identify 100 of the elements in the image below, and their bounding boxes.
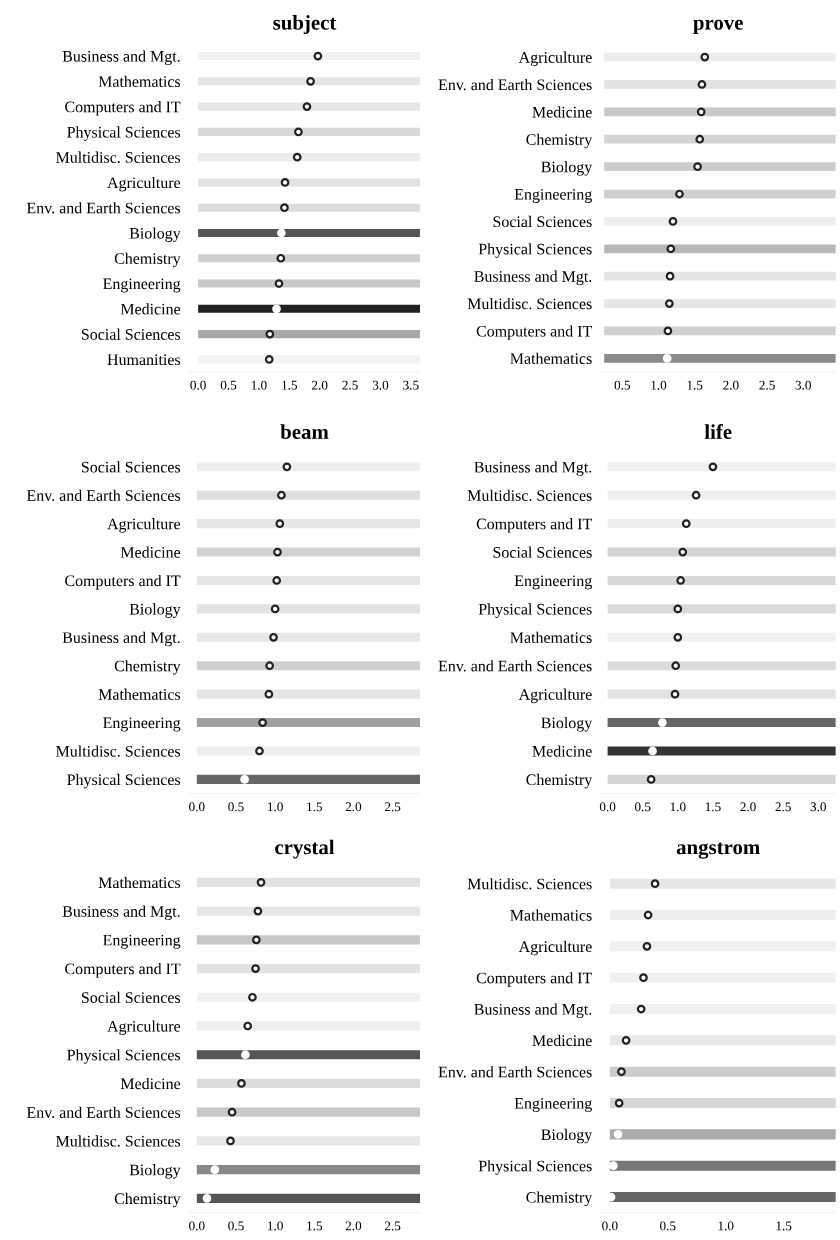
y-tick-label: Chemistry (114, 660, 181, 675)
x-tick-label: 1.0 (268, 802, 283, 812)
x-tick-label: 1.5 (705, 802, 721, 812)
x-tick-label: 1.5 (687, 380, 703, 390)
y-tick-label: Business and Mgt. (474, 461, 592, 476)
y-tick-label: Multidisc. Sciences (56, 151, 181, 163)
y-tick-label: Env. and Earth Sciences (438, 78, 592, 91)
x-tick-label: 0.0 (189, 802, 205, 812)
y-tick-label: Business and Mgt. (62, 631, 180, 647)
y-tick-label: Engineering (103, 278, 181, 293)
y-tick-label: Medicine (120, 303, 181, 315)
x-tick-label: 2.5 (384, 1221, 401, 1231)
y-tick-label: Physical Sciences (67, 773, 181, 789)
y-tick-label: Multidisc. Sciences (467, 878, 592, 890)
y-tick-label: Computers and IT (65, 963, 181, 978)
y-tick-label: Mathematics (510, 352, 592, 365)
x-tick-label: 2.0 (345, 802, 362, 812)
x-tick-label: 0.0 (189, 1221, 205, 1231)
y-tick-label: Mathematics (98, 688, 181, 700)
y-tick-label: Social Sciences (81, 461, 181, 473)
y-tick-label: Biology (541, 161, 593, 176)
y-tick-label: Computers and IT (476, 972, 592, 987)
chart-title: crystal (275, 839, 335, 859)
chart-title: prove (693, 19, 743, 34)
y-tick-label: Agriculture (518, 688, 592, 704)
x-tick-label: 2.5 (342, 380, 358, 390)
x-tick-label: 2.5 (775, 802, 791, 812)
y-tick-label: Physical Sciences (478, 243, 592, 258)
x-tick-label: 2.0 (723, 380, 739, 390)
y-tick-label: Business and Mgt. (474, 270, 592, 286)
x-tick-label: 2.0 (740, 802, 756, 812)
y-tick-label: Multidisc. Sciences (467, 489, 592, 501)
y-tick-label: Biology (541, 717, 593, 732)
x-tick-label: 1.5 (307, 1221, 323, 1231)
y-tick-label: Env. and Earth Sciences (26, 202, 181, 214)
x-tick-label: 1.0 (651, 380, 667, 390)
chart-title: beam (280, 424, 329, 439)
y-tick-label: Mathematics (510, 909, 592, 921)
y-tick-label: Medicine (532, 1034, 592, 1047)
chart-title: life (704, 424, 732, 439)
y-tick-label: Engineering (103, 934, 181, 949)
x-tick-label: 3.0 (810, 802, 826, 812)
y-tick-label: Chemistry (114, 1192, 181, 1208)
y-tick-label: Chemistry (114, 252, 181, 268)
y-tick-label: Physical Sciences (67, 1049, 181, 1064)
y-tick-label: Physical Sciences (478, 603, 592, 618)
y-tick-label: Engineering (514, 575, 592, 590)
y-tick-label: Mathematics (98, 876, 181, 889)
y-tick-label: Social Sciences (81, 991, 181, 1003)
y-tick-label: Chemistry (526, 773, 593, 789)
x-tick-label: 0.0 (190, 380, 206, 390)
y-tick-label: Agriculture (107, 176, 181, 192)
y-tick-label: Engineering (514, 1097, 592, 1112)
y-tick-label: Biology (129, 1164, 181, 1179)
x-tick-label: 3.5 (403, 380, 419, 390)
chart-title: subject (273, 15, 337, 34)
y-tick-label: Multidisc. Sciences (467, 298, 592, 310)
y-tick-label: Humanities (107, 354, 181, 366)
y-tick-label: Mathematics (98, 75, 181, 88)
x-tick-label: 0.0 (599, 802, 616, 812)
x-tick-label: 0.5 (660, 1221, 676, 1231)
y-tick-label: Agriculture (107, 518, 181, 533)
y-tick-label: Engineering (514, 188, 592, 203)
y-tick-label: Computers and IT (65, 574, 181, 590)
x-tick-label: 1.0 (268, 1221, 283, 1231)
y-tick-label: Medicine (120, 1077, 181, 1090)
y-tick-label: Env. and Earth Sciences (438, 1066, 592, 1078)
y-tick-label: Chemistry (526, 133, 593, 149)
y-tick-label: Business and Mgt. (62, 905, 180, 921)
y-tick-label: Social Sciences (81, 328, 181, 340)
x-tick-label: 2.0 (312, 380, 328, 390)
y-tick-label: Computers and IT (476, 325, 592, 340)
y-tick-label: Medicine (532, 106, 592, 118)
x-tick-label: 0.5 (228, 802, 244, 812)
y-tick-label: Multidisc. Sciences (56, 1135, 181, 1147)
y-tick-label: Computers and IT (65, 101, 181, 116)
x-tick-label: 2.0 (345, 1221, 362, 1231)
y-tick-label: Social Sciences (493, 546, 592, 558)
y-tick-label: Agriculture (107, 1020, 181, 1035)
y-tick-label: Agriculture (518, 51, 592, 67)
x-tick-label: 1.0 (718, 1221, 734, 1231)
x-tick-label: 3.0 (372, 380, 389, 390)
y-tick-label: Physical Sciences (67, 126, 181, 141)
x-tick-label: 0.5 (614, 380, 631, 390)
y-tick-label: Mathematics (510, 631, 592, 644)
chart-title: angstrom (676, 842, 760, 859)
y-tick-label: Physical Sciences (478, 1160, 592, 1175)
y-tick-label: Computers and IT (476, 518, 592, 533)
x-tick-label: 0.0 (602, 1221, 618, 1231)
y-tick-label: Medicine (120, 546, 181, 558)
y-tick-label: Biology (541, 1128, 593, 1144)
y-tick-label: Business and Mgt. (62, 50, 180, 66)
y-tick-label: Env. and Earth Sciences (438, 660, 592, 672)
y-tick-label: Agriculture (518, 940, 592, 956)
x-tick-label: 1.0 (670, 802, 686, 812)
x-tick-label: 0.5 (228, 1221, 244, 1231)
x-tick-label: 0.5 (220, 380, 237, 390)
x-tick-label: 3.0 (795, 380, 811, 390)
y-tick-label: Biology (129, 603, 181, 618)
y-tick-label: Biology (129, 227, 181, 242)
